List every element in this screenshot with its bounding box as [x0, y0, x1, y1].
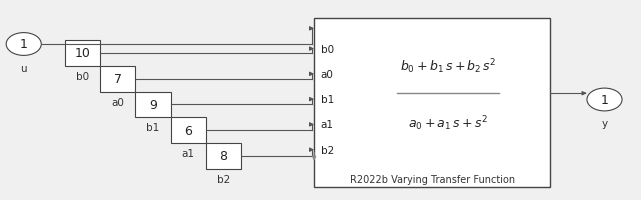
Text: $a_0 + a_1\, s + s^2$: $a_0 + a_1\, s + s^2$ [408, 114, 488, 132]
Text: u: u [21, 64, 27, 73]
Text: 1: 1 [601, 94, 608, 106]
Text: b0: b0 [320, 44, 333, 54]
Text: b2: b2 [217, 174, 229, 184]
FancyBboxPatch shape [65, 41, 100, 66]
Text: a0: a0 [320, 69, 333, 79]
Text: R2022b Varying Transfer Function: R2022b Varying Transfer Function [349, 174, 515, 184]
FancyBboxPatch shape [206, 143, 241, 169]
Text: a1: a1 [181, 148, 195, 158]
Text: y: y [601, 119, 608, 129]
FancyBboxPatch shape [171, 118, 206, 143]
Ellipse shape [587, 89, 622, 111]
FancyBboxPatch shape [135, 92, 171, 118]
Text: a1: a1 [320, 120, 333, 130]
Text: 7: 7 [114, 73, 122, 86]
Text: b1: b1 [320, 95, 334, 105]
Text: 9: 9 [149, 98, 157, 111]
Text: 8: 8 [219, 150, 227, 163]
Text: b1: b1 [146, 123, 160, 133]
Text: 1: 1 [20, 38, 28, 51]
Text: b0: b0 [76, 71, 89, 81]
FancyBboxPatch shape [314, 19, 550, 187]
FancyBboxPatch shape [100, 66, 135, 92]
Ellipse shape [6, 33, 41, 56]
Text: a0: a0 [112, 97, 124, 107]
Text: 6: 6 [184, 124, 192, 137]
Text: 10: 10 [75, 47, 90, 60]
Text: $b_0 + b_1\, s + b_2\, s^2$: $b_0 + b_1\, s + b_2\, s^2$ [400, 57, 496, 75]
Text: b2: b2 [320, 145, 334, 155]
